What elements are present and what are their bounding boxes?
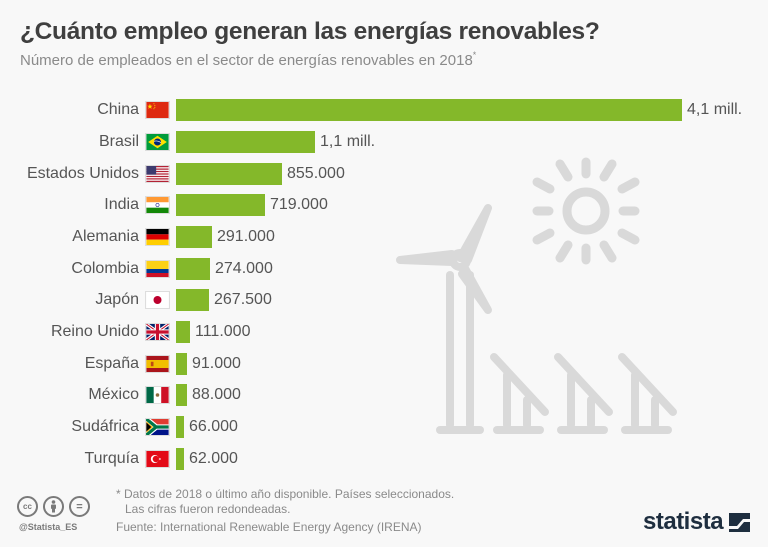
country-label: Reino Unido	[50, 323, 139, 340]
country-label: India	[104, 196, 139, 213]
country-label: Turquía	[84, 450, 139, 467]
colombia-flag-icon	[145, 260, 170, 278]
footnote-marker: *	[472, 50, 477, 60]
bar	[176, 448, 184, 470]
statista-mark-icon	[729, 512, 751, 532]
bar	[176, 321, 190, 343]
bar	[176, 353, 187, 375]
sun-icon	[532, 157, 640, 265]
country-label: Brasil	[98, 133, 139, 150]
bar-row: Turquía 62.000	[0, 447, 768, 471]
bar-row: Sudáfrica 66.000	[0, 415, 768, 439]
value-label: 4,1 mill.	[687, 101, 743, 118]
spain-flag-icon	[145, 355, 170, 373]
uk-flag-icon	[145, 323, 170, 341]
value-label: 66.000	[189, 418, 238, 435]
mexico-flag-icon	[145, 386, 170, 404]
value-label: 274.000	[215, 260, 273, 277]
bar-row: India 719.000	[0, 193, 768, 217]
bar	[176, 384, 187, 406]
value-label: 719.000	[270, 196, 328, 213]
bar	[176, 163, 282, 185]
bar	[176, 99, 682, 121]
south-africa-flag-icon	[145, 418, 170, 436]
solar-panels-icon	[490, 353, 677, 434]
value-label: 291.000	[217, 228, 275, 245]
bar	[176, 289, 209, 311]
license-icons: cc =	[17, 496, 90, 517]
footnote-line-2: Las cifras fueron redondeadas.	[125, 502, 291, 516]
bar	[176, 258, 210, 280]
value-label: 1,1 mill.	[320, 133, 376, 150]
value-label: 267.500	[214, 291, 272, 308]
attribution-person-icon	[43, 496, 64, 517]
usa-flag-icon	[145, 165, 170, 183]
country-label: Alemania	[72, 228, 139, 245]
brazil-flag-icon	[145, 133, 170, 151]
social-handle: @Statista_ES	[19, 522, 78, 532]
bar-row: México 88.000	[0, 383, 768, 407]
turkey-flag-icon	[145, 450, 170, 468]
bar-row: Colombia 274.000	[0, 257, 768, 281]
country-label: China	[97, 101, 139, 118]
country-label: Estados Unidos	[26, 165, 139, 182]
india-flag-icon	[145, 196, 170, 214]
source-note: Fuente: International Renewable Energy A…	[116, 520, 422, 534]
bar-row: Estados Unidos 855.000	[0, 162, 768, 186]
country-label: Sudáfrica	[71, 418, 139, 435]
japan-flag-icon	[145, 291, 170, 309]
country-label: España	[84, 355, 139, 372]
bar-row: Alemania 291.000	[0, 225, 768, 249]
bar	[176, 226, 212, 248]
subtitle-text: Número de empleados en el sector de ener…	[20, 52, 473, 69]
country-label: Colombia	[71, 260, 139, 277]
value-label: 62.000	[189, 450, 238, 467]
value-label: 91.000	[192, 355, 241, 372]
value-label: 111.000	[195, 323, 251, 340]
statista-logo[interactable]: statista	[643, 508, 751, 536]
bar-row: Reino Unido 111.000	[0, 320, 768, 344]
chart-subtitle: Número de empleados en el sector de ener…	[20, 50, 477, 69]
bar	[176, 194, 265, 216]
china-flag-icon	[145, 101, 170, 119]
wind-turbine-icon	[396, 204, 492, 434]
footnote: * Datos de 2018 o último año disponible.…	[116, 487, 454, 517]
country-label: México	[88, 386, 139, 403]
country-label: Japón	[95, 291, 139, 308]
brand-wordmark: statista	[643, 508, 724, 535]
value-label: 855.000	[287, 165, 345, 182]
footnote-line-1: * Datos de 2018 o último año disponible.…	[116, 487, 455, 501]
chart-title: ¿Cuánto empleo generan las energías reno…	[20, 18, 600, 45]
bar-row: Japón 267.500	[0, 288, 768, 312]
bar-row: China 4,1 mill.	[0, 98, 768, 122]
bar	[176, 131, 315, 153]
bar-row: España 91.000	[0, 352, 768, 376]
germany-flag-icon	[145, 228, 170, 246]
bar-row: Brasil 1,1 mill.	[0, 130, 768, 154]
no-derivatives-icon: =	[69, 496, 90, 517]
cc-icon: cc	[17, 496, 38, 517]
value-label: 88.000	[192, 386, 241, 403]
bar	[176, 416, 184, 438]
renewable-energy-illustration-icon	[396, 157, 677, 434]
